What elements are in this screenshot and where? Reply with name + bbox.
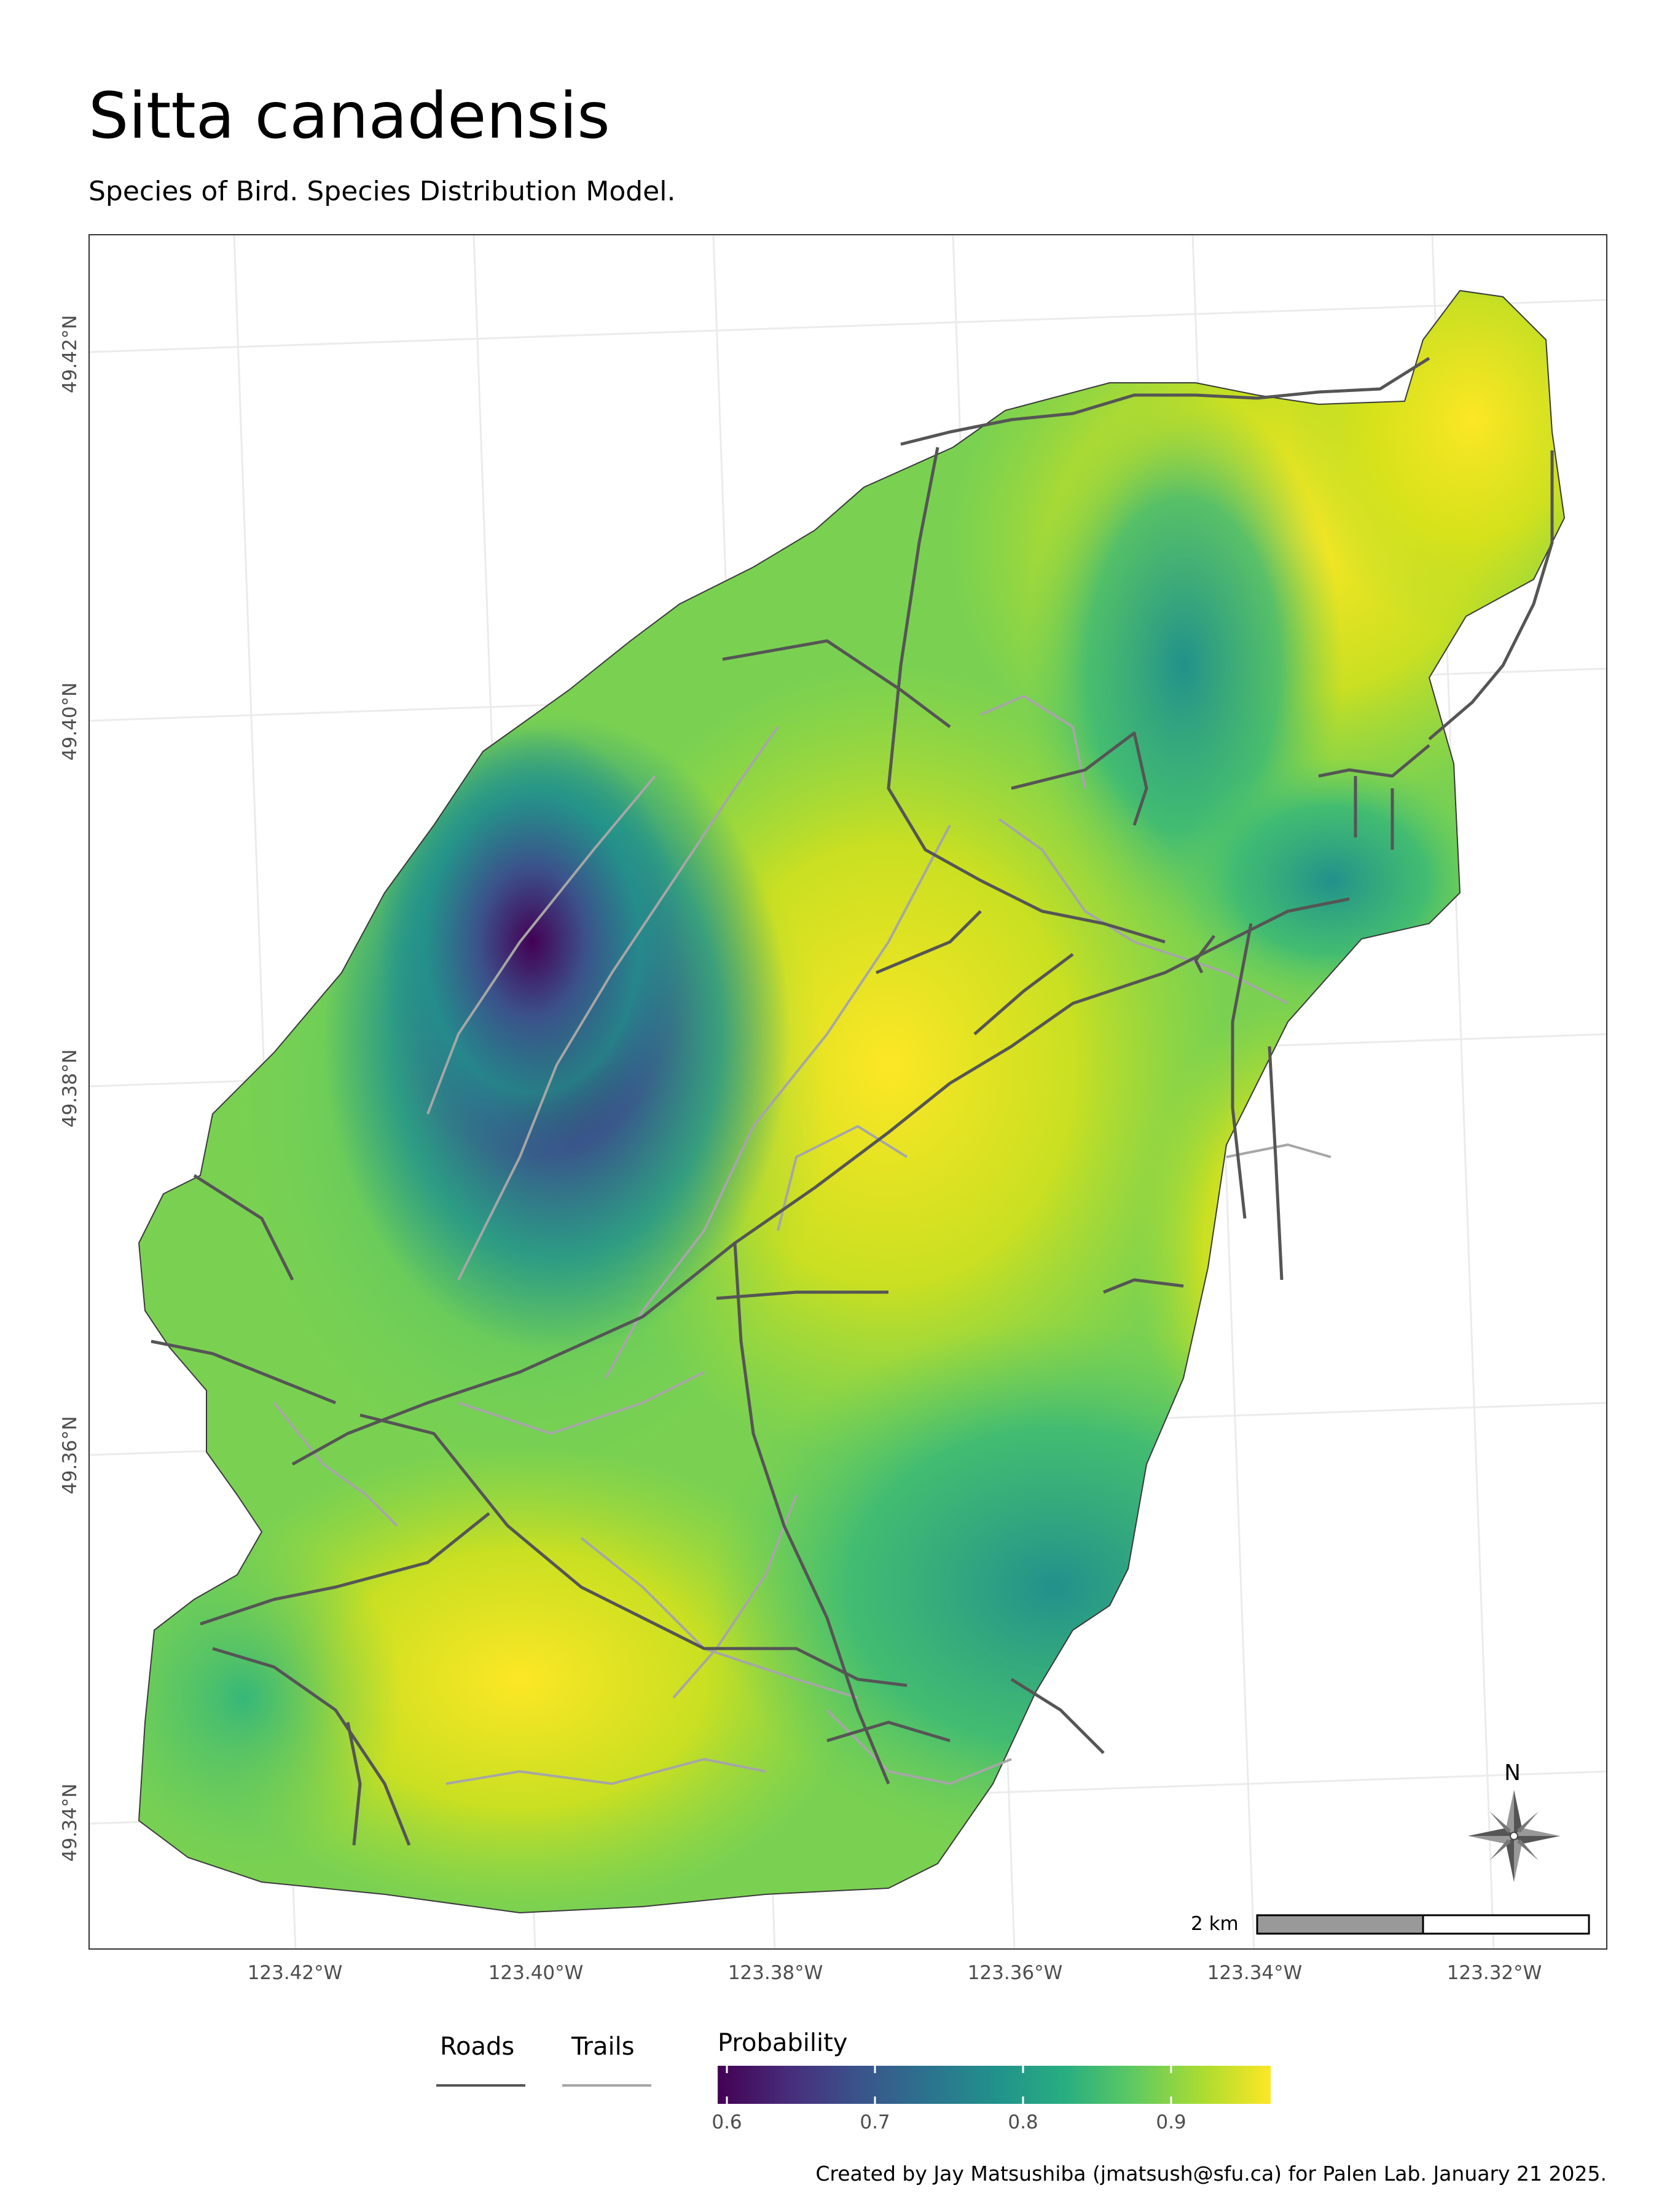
colorbar-tick: 0.7	[860, 2111, 890, 2133]
lat-label: 49.40°N	[59, 682, 81, 761]
lon-label: 123.42°W	[247, 1962, 343, 1984]
lon-label: 123.38°W	[728, 1962, 823, 1984]
north-arrow-label: N	[1504, 1760, 1521, 1786]
map-panel[interactable]: 2 km N	[88, 234, 1607, 1950]
credit-caption: Created by Jay Matsushiba (jmatsush@sfu.…	[815, 2162, 1607, 2186]
colorbar-tick: 0.9	[1156, 2111, 1186, 2133]
map-canvas[interactable]	[90, 235, 1607, 1950]
scale-bar-label: 2 km	[1191, 1913, 1239, 1935]
lon-label: 123.40°W	[488, 1962, 584, 1984]
map-title: Sitta canadensis	[88, 79, 610, 153]
lon-label: 123.36°W	[967, 1962, 1063, 1984]
lon-label: 123.32°W	[1446, 1962, 1542, 1984]
lon-label: 123.34°W	[1207, 1962, 1303, 1984]
lat-label: 49.36°N	[59, 1416, 81, 1494]
roads	[151, 356, 1554, 1846]
colorbar	[718, 2066, 1271, 2104]
legend-trails-line	[562, 2084, 651, 2087]
legend-trails-title: Trails	[571, 2033, 635, 2061]
scale-bar	[1256, 1914, 1590, 1935]
legend-roads-line	[436, 2084, 525, 2087]
legend-roads-title: Roads	[440, 2033, 515, 2061]
lat-label: 49.34°N	[59, 1783, 81, 1862]
probability-raster	[139, 291, 1564, 1913]
lat-label: 49.38°N	[59, 1049, 81, 1128]
map-subtitle: Species of Bird. Species Distribution Mo…	[88, 176, 676, 207]
north-arrow-icon	[1468, 1790, 1560, 1882]
lat-label: 49.42°N	[59, 315, 81, 393]
colorbar-tick: 0.8	[1008, 2111, 1038, 2133]
colorbar-title: Probability	[718, 2029, 848, 2057]
colorbar-tick: 0.6	[712, 2111, 742, 2133]
